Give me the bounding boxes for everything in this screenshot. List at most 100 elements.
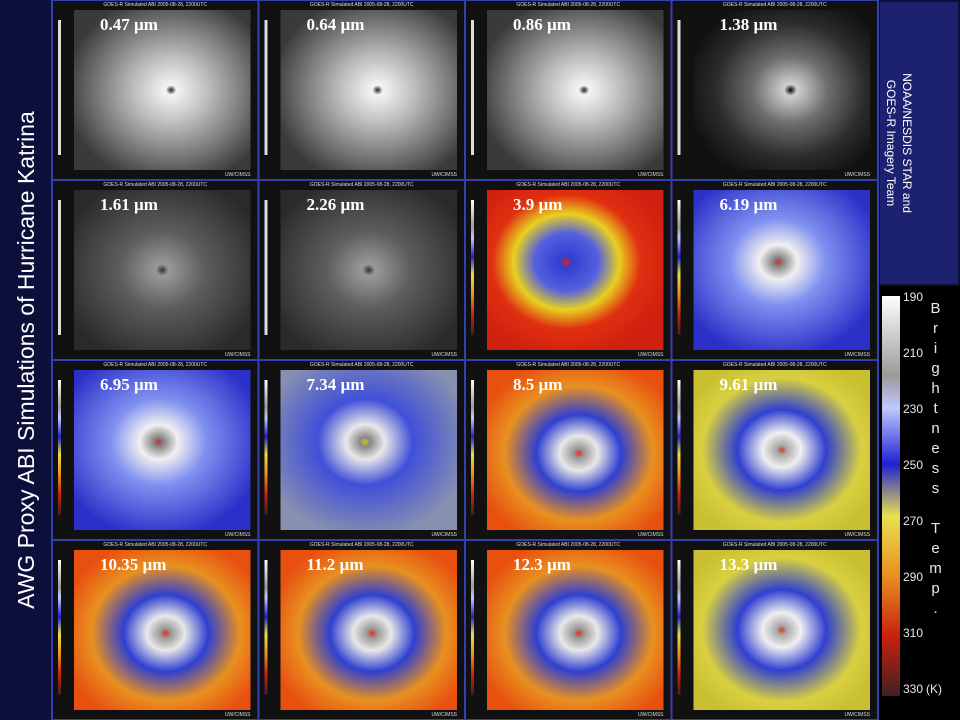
panel-label: 3.9 µm [513, 195, 562, 214]
panel-scale [58, 20, 61, 155]
satellite-image [693, 10, 870, 170]
satellite-image [280, 370, 457, 530]
panel-header: GOES-R Simulated ABI 2005-08-28, 2200UTC [723, 362, 827, 368]
satellite-image [74, 550, 251, 710]
panel-label: 1.38 µm [720, 15, 778, 34]
panel-label: 6.95 µm [100, 375, 158, 394]
panel-header: GOES-R Simulated ABI 2005-08-28, 2200UTC [723, 542, 827, 548]
panel-footer: UW/CIMSS [225, 352, 251, 358]
panel-label: 1.61 µm [100, 195, 158, 214]
panel-header: GOES-R Simulated ABI 2005-08-28, 2200UTC [310, 2, 414, 8]
panel-scale [471, 380, 474, 515]
panel: GOES-R Simulated ABI 2005-08-28, 2200UTC… [670, 539, 879, 720]
colorbar-label: Brightness Temp. [927, 300, 944, 620]
panel: GOES-R Simulated ABI 2005-08-28, 2200UTC… [464, 179, 673, 361]
colorbar-tick-label: 290 [903, 570, 923, 584]
panel-header: GOES-R Simulated ABI 2005-08-28, 2200UTC [516, 362, 620, 368]
panel-scale [58, 200, 61, 335]
panel-scale [471, 20, 474, 155]
panel-footer: UW/CIMSS [638, 352, 664, 358]
panel-header: GOES-R Simulated ABI 2005-08-28, 2200UTC [310, 542, 414, 548]
panel-footer: UW/CIMSS [844, 532, 870, 538]
satellite-image [693, 370, 870, 530]
panel-scale [264, 200, 268, 335]
panel-scale [677, 560, 681, 695]
panel: GOES-R Simulated ABI 2005-08-28, 2200UTC… [670, 0, 879, 181]
panel-label: 10.35 µm [100, 555, 166, 574]
colorbar-tick-label: 210 [903, 346, 923, 360]
panel-footer: UW/CIMSS [844, 172, 870, 178]
panel-label: 0.47 µm [100, 15, 158, 34]
panel: GOES-R Simulated ABI 2005-08-28, 2200UTC… [51, 179, 260, 361]
colorbar [882, 296, 900, 696]
satellite-image [693, 190, 870, 350]
panel: GOES-R Simulated ABI 2005-08-28, 2200UTC… [670, 359, 879, 541]
panel-label: 2.26 µm [307, 195, 365, 214]
satellite-image [487, 10, 664, 170]
panel-footer: UW/CIMSS [225, 532, 251, 538]
panel-scale [264, 380, 268, 515]
satellite-image [280, 10, 457, 170]
satellite-image [74, 370, 251, 530]
satellite-image [487, 190, 664, 350]
panel-header: GOES-R Simulated ABI 2005-08-28, 2200UTC [723, 182, 827, 188]
satellite-image [280, 190, 457, 350]
panel-header: GOES-R Simulated ABI 2005-08-28, 2200UTC [310, 182, 414, 188]
colorbar-tick-label: 250 [903, 458, 923, 472]
panel: GOES-R Simulated ABI 2005-08-28, 2200UTC… [51, 0, 260, 181]
panel-header: GOES-R Simulated ABI 2005-08-28, 2200UTC [103, 2, 207, 8]
panel-footer: UW/CIMSS [638, 712, 664, 718]
panel-scale [677, 200, 681, 335]
panel-label: 6.19 µm [720, 195, 778, 214]
satellite-image [487, 370, 664, 530]
panel-footer: UW/CIMSS [225, 172, 251, 178]
satellite-image [487, 550, 664, 710]
panel-footer: UW/CIMSS [844, 352, 870, 358]
panel-header: GOES-R Simulated ABI 2005-08-28, 2200UTC [516, 182, 620, 188]
credit-line: NOAA/NESDIS STAR and [900, 73, 914, 213]
panel-label: 12.3 µm [513, 555, 571, 574]
panel-label: 7.34 µm [307, 375, 365, 394]
panel-header: GOES-R Simulated ABI 2005-08-28, 2200UTC [310, 362, 414, 368]
panel-footer: UW/CIMSS [225, 712, 251, 718]
credit: NOAA/NESDIS STAR and GOES-R Imagery Team [884, 73, 914, 213]
panel-header: GOES-R Simulated ABI 2005-08-28, 2200UTC [103, 362, 207, 368]
panel-label: 11.2 µm [307, 555, 364, 574]
panel-label: 0.86 µm [513, 15, 571, 34]
panel-footer: UW/CIMSS [844, 712, 870, 718]
panel: GOES-R Simulated ABI 2005-08-28, 2200UTC… [257, 539, 466, 720]
title: AWG Proxy ABI Simulations of Hurricane K… [13, 111, 39, 609]
panel-scale [677, 380, 681, 515]
satellite-image [74, 10, 251, 170]
panel-label: 9.61 µm [720, 375, 778, 394]
panel-header: GOES-R Simulated ABI 2005-08-28, 2200UTC [516, 542, 620, 548]
satellite-image [74, 190, 251, 350]
panel-header: GOES-R Simulated ABI 2005-08-28, 2200UTC [723, 2, 827, 8]
panel-label: 13.3 µm [720, 555, 778, 574]
satellite-image [280, 550, 457, 710]
panel: GOES-R Simulated ABI 2005-08-28, 2200UTC… [257, 0, 466, 181]
panel-header: GOES-R Simulated ABI 2005-08-28, 2200UTC [516, 2, 620, 8]
panel-footer: UW/CIMSS [638, 172, 664, 178]
panel-footer: UW/CIMSS [431, 352, 457, 358]
panel-header: GOES-R Simulated ABI 2005-08-28, 2200UTC [103, 182, 207, 188]
panel-scale [58, 560, 61, 695]
panel-grid: GOES-R Simulated ABI 2005-08-28, 2200UTC… [51, 0, 879, 720]
panel-label: 8.5 µm [513, 375, 562, 394]
colorbar-unit: (K) [926, 682, 942, 696]
panel-label: 0.64 µm [307, 15, 365, 34]
panel-footer: UW/CIMSS [431, 712, 457, 718]
colorbar-tick-label: 190 [903, 290, 923, 304]
panel: GOES-R Simulated ABI 2005-08-28, 2200UTC… [257, 359, 466, 541]
colorbar-tick-label: 270 [903, 514, 923, 528]
panel-scale [264, 560, 268, 695]
panel: GOES-R Simulated ABI 2005-08-28, 2200UTC… [257, 179, 466, 361]
panel: GOES-R Simulated ABI 2005-08-28, 2200UTC… [464, 539, 673, 720]
colorbar-tick-label: 330 [903, 682, 923, 696]
panel-scale [677, 20, 681, 155]
credit-line: GOES-R Imagery Team [884, 80, 898, 206]
panel-scale [471, 560, 474, 695]
panel-scale [58, 380, 61, 515]
panel-footer: UW/CIMSS [638, 532, 664, 538]
